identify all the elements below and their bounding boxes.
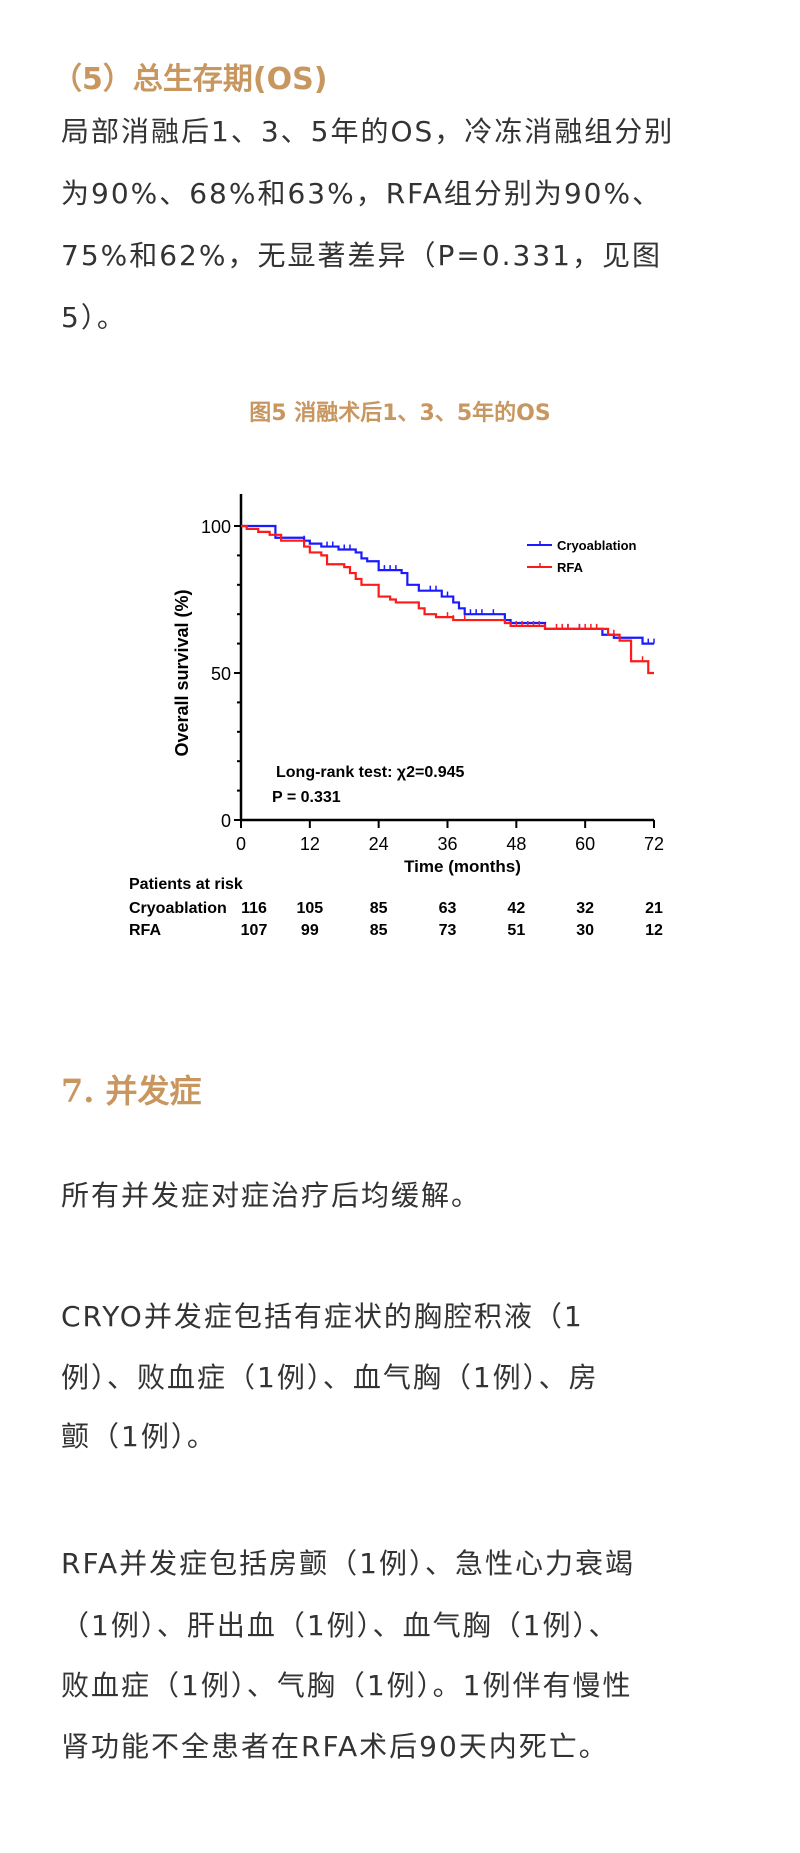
os-paragraph-line: 局部消融后1、3、5年的OS，冷冻消融组分别: [61, 115, 675, 148]
p-value-annotation: P = 0.331: [272, 789, 341, 806]
rfa-complications-line: RFA并发症包括房颤（1例）、急性心力衰竭: [61, 1547, 635, 1580]
risk-value: 107: [241, 922, 268, 939]
cryo-complications-line: 颤（1例）。: [61, 1420, 217, 1453]
risk-value: 73: [439, 922, 457, 939]
legend-label: RFA: [557, 560, 584, 575]
long-rank-annotation: Long-rank test: χ2=0.945: [276, 764, 464, 781]
complications-summary-line: 所有并发症对症治疗后均缓解。: [61, 1179, 482, 1212]
complications-heading: 7. 并发症: [61, 1072, 202, 1110]
os-paragraph-line: 75%和62%，无显著差异（P=0.331，见图: [61, 239, 662, 272]
x-tick-label: 60: [575, 834, 595, 854]
risk-value: 12: [645, 922, 663, 939]
survival-curve-rfa: [241, 524, 654, 675]
y-tick-label: 50: [211, 664, 231, 684]
rfa-complications-line: 肾功能不全患者在RFA术后90天内死亡。: [61, 1730, 609, 1763]
risk-value: 42: [507, 900, 525, 917]
risk-value: 63: [439, 900, 457, 917]
os-paragraph-line: 5）。: [61, 301, 127, 334]
risk-row-label: RFA: [129, 922, 161, 939]
legend-label: Cryoablation: [557, 538, 637, 553]
risk-value: 99: [301, 922, 319, 939]
y-axis-label: Overall survival (%): [172, 589, 192, 756]
x-tick-label: 0: [236, 834, 246, 854]
risk-value: 85: [370, 900, 388, 917]
survival-chart: 0 50 100 0 12 24 36 48 60 72 Time (months) Overall …: [129, 494, 664, 939]
x-tick-label: 36: [437, 834, 457, 854]
cryo-complications-line: 例）、败血症（1例）、血气胸（1例）、房: [61, 1361, 599, 1394]
risk-value: 116: [241, 900, 267, 917]
y-tick-label: 100: [201, 517, 231, 537]
figure-caption: 图5 消融术后1、3、5年的OS: [249, 401, 551, 426]
os-paragraph-line: 为90%、68%和63%，RFA组分别为90%、: [61, 177, 663, 210]
x-axis-label: Time (months): [404, 857, 521, 876]
x-tick-label: 72: [644, 834, 664, 854]
risk-value: 105: [296, 900, 323, 917]
risk-row-label: Cryoablation: [129, 900, 227, 917]
risk-value: 30: [576, 922, 594, 939]
y-tick-label: 0: [221, 811, 231, 831]
risk-value: 21: [645, 900, 663, 917]
os-heading: （5）总生存期(OS): [52, 62, 328, 97]
risk-value: 85: [370, 922, 388, 939]
x-tick-label: 48: [506, 834, 526, 854]
risk-table-title: Patients at risk: [129, 876, 243, 893]
risk-value: 32: [576, 900, 594, 917]
rfa-complications-line: （1例）、肝出血（1例）、血气胸（1例）、: [61, 1609, 619, 1642]
rfa-complications-line: 败血症（1例）、气胸（1例）。1例伴有慢性: [61, 1669, 633, 1702]
x-tick-label: 12: [300, 834, 320, 854]
x-tick-label: 24: [369, 834, 389, 854]
cryo-complications-line: CRYO并发症包括有症状的胸腔积液（1: [61, 1300, 584, 1333]
risk-value: 51: [507, 922, 525, 939]
